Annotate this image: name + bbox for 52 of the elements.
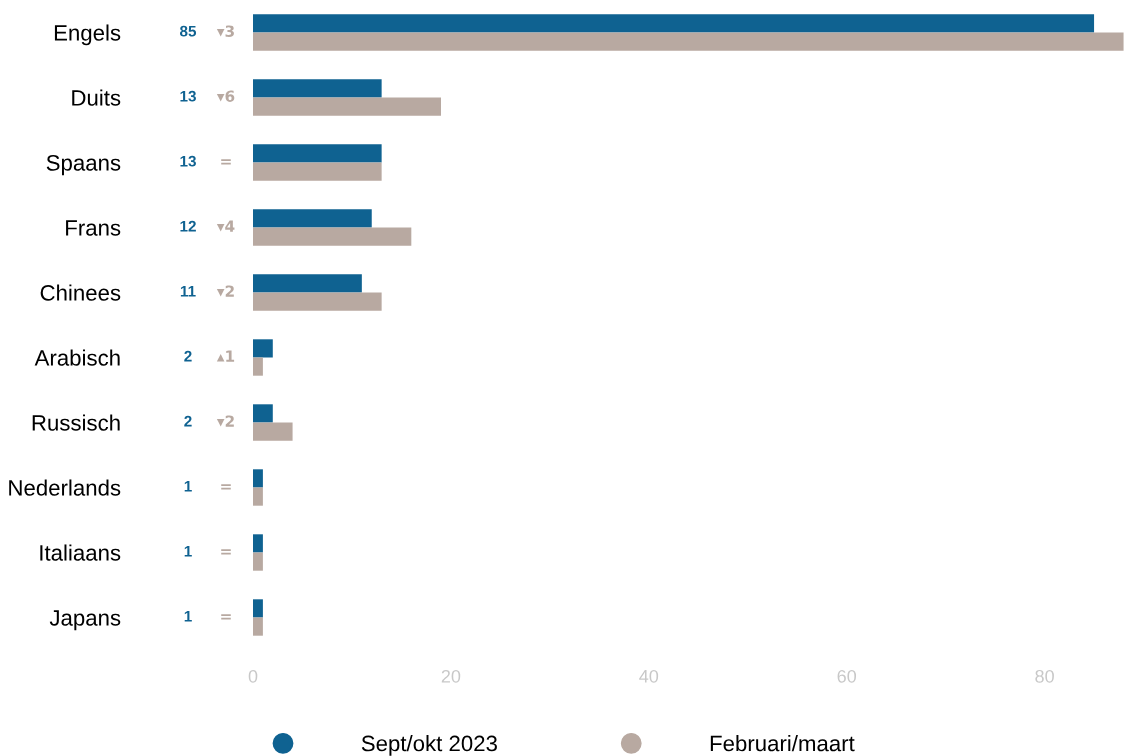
data-label: 13 [180,155,196,167]
data-label: 12 [180,220,196,232]
y-tick-label: Italiaans [40,544,121,561]
text: ▴1 [216,350,235,362]
bar [253,469,263,488]
y-tick-label: Nederlands [9,479,121,496]
y-tick-label: Frans [66,220,121,236]
text: = [221,549,231,555]
bar [253,599,263,618]
text: ▾2 [216,415,234,427]
y-tick-label: Japans [49,610,121,631]
text: Februari/maart [710,735,855,752]
text: ▾2 [216,285,234,297]
data-label: 1 [184,480,192,492]
text: ▾6 [216,90,235,102]
bar [253,162,382,181]
bar [253,274,362,293]
bar [253,32,1124,51]
bar [253,357,263,376]
y-tick-label: Arabisch [34,349,120,366]
text: Sept/okt 2023 [361,735,497,756]
data-label: 1 [184,610,192,622]
y-tick-label: Spaans [46,155,121,176]
bar [253,14,1095,33]
text: = [221,159,231,165]
text: = [221,614,231,620]
data-label: 2 [184,415,192,427]
bar [253,617,263,636]
data-label: 13 [180,90,196,102]
y-tick-label: Russisch [32,414,120,431]
data-label: 1 [184,545,192,557]
data-label: 85 [179,25,197,37]
text: ▾3 [216,25,234,37]
bar [253,534,263,553]
bar [253,552,263,571]
bar [253,487,263,506]
text: ▾4 [216,220,235,232]
data-label: 2 [184,350,192,362]
y-tick-label: Chinees [40,284,121,301]
y-tick-label: Engels [54,24,121,46]
bar [253,292,382,311]
bar [253,227,412,246]
bar [253,422,293,441]
data-label: 11 [180,285,196,297]
text: = [221,484,231,490]
bar [253,339,273,358]
y-tick-label: Duits [72,89,121,106]
bar [253,79,382,98]
bar [253,97,441,116]
bar [253,404,273,423]
bar [253,144,382,163]
bar [253,209,372,228]
